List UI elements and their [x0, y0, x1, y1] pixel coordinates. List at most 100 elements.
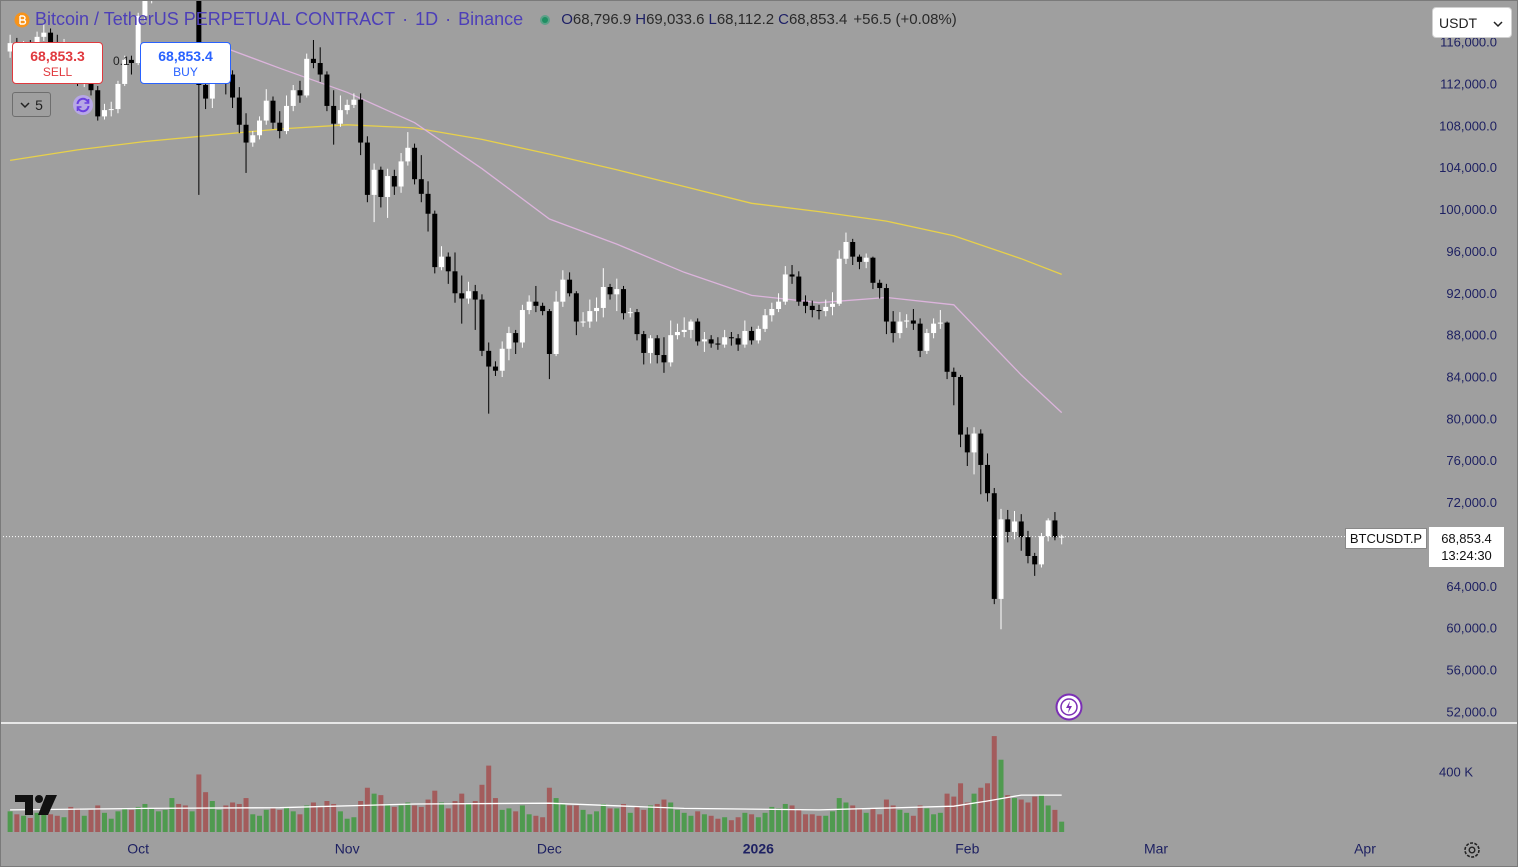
candle-body — [1025, 537, 1031, 557]
volume-bar — [1032, 796, 1038, 832]
candle-body — [465, 291, 471, 299]
candle-body — [108, 109, 114, 111]
candle-body — [398, 161, 404, 187]
candle-body — [1011, 521, 1017, 532]
candle-body — [1038, 536, 1044, 565]
volume-bar — [863, 812, 869, 832]
volume-bar — [829, 811, 835, 832]
buy-button[interactable]: 68,853.4 BUY — [140, 42, 231, 84]
volume-bar — [823, 815, 829, 832]
candle-body — [283, 105, 289, 132]
volume-bar — [48, 814, 54, 832]
volume-bar — [708, 815, 714, 832]
candle-body — [506, 333, 512, 349]
volume-bar — [621, 803, 627, 832]
candle-body — [486, 350, 492, 367]
countdown: 13:24:30 — [1441, 548, 1492, 563]
volume-bar — [1052, 809, 1058, 832]
y-tick-label: 64,000.0 — [1446, 579, 1497, 594]
refresh-button[interactable] — [72, 94, 94, 116]
candle-body — [904, 320, 910, 322]
candle-body — [722, 337, 728, 345]
volume-bar — [978, 787, 984, 832]
candle-body — [499, 348, 505, 371]
volume-bar — [742, 812, 748, 832]
sell-label: SELL — [42, 64, 73, 79]
volume-bar — [883, 799, 889, 832]
symbol-title: Bitcoin / TetherUS PERPETUAL CONTRACT — [35, 9, 396, 29]
candle-body — [998, 519, 1004, 599]
chevron — [1493, 21, 1503, 28]
candle-body — [816, 310, 822, 312]
candle-body — [1018, 521, 1024, 538]
volume-bar — [749, 814, 755, 832]
candle-body — [944, 322, 950, 372]
quantity: 0.1 — [113, 54, 130, 68]
y-tick-label: 56,000.0 — [1446, 663, 1497, 678]
sell-button[interactable]: 68,853.3 SELL — [12, 42, 103, 84]
volume-bar — [101, 812, 107, 832]
volume-bar — [681, 812, 687, 832]
candle-body — [890, 321, 896, 334]
volume-bar — [789, 805, 795, 832]
candle-body — [391, 176, 397, 187]
y-tick-label: 92,000.0 — [1446, 286, 1497, 301]
volume-bar — [21, 815, 27, 832]
volume-bar — [68, 806, 74, 832]
candle-body — [910, 320, 916, 324]
volume-bar — [951, 796, 957, 832]
volume-bar — [782, 803, 788, 832]
alert-button[interactable] — [1055, 693, 1083, 721]
sell-price: 68,853.3 — [30, 47, 85, 64]
candle-body — [715, 343, 721, 345]
candle-body — [1005, 519, 1011, 532]
candle-body — [594, 307, 600, 312]
candle-body — [742, 330, 748, 345]
volume-bar — [189, 811, 195, 832]
buy-label: BUY — [173, 64, 198, 79]
candle-body — [634, 312, 640, 335]
candle-body — [641, 334, 647, 353]
volume-bar — [998, 759, 1004, 832]
chevron — [20, 101, 30, 108]
candle-body — [1032, 556, 1038, 565]
candle-body — [762, 315, 768, 329]
ohlc-value: 68,112.2 — [716, 11, 775, 28]
volume-bar — [647, 805, 653, 832]
volume-bar — [991, 736, 997, 832]
settings-button[interactable] — [1462, 840, 1482, 860]
volume-bar — [634, 806, 640, 832]
y-tick-label: 96,000.0 — [1446, 244, 1497, 259]
volume-bar — [499, 809, 505, 832]
volume-bar — [270, 808, 276, 832]
candle-body — [371, 169, 377, 195]
candle-body — [870, 257, 876, 283]
candle-body — [971, 433, 977, 453]
x-tick-label: 2026 — [743, 841, 774, 857]
tradingview-logo — [15, 795, 57, 815]
volume-bar — [324, 801, 330, 832]
candle-body — [769, 308, 775, 316]
volume-bar — [257, 815, 263, 832]
volume-bar — [14, 814, 20, 832]
volume-bar — [1059, 821, 1065, 832]
currency-dropdown[interactable]: USDT — [1432, 7, 1512, 38]
change: +56.5 (+0.08%) — [853, 11, 957, 28]
y-tick-label: 108,000.0 — [1439, 118, 1497, 133]
candle-body — [142, 0, 148, 16]
volume-bar — [816, 815, 822, 832]
volume-bar — [297, 814, 303, 832]
volume-bar — [108, 818, 114, 832]
bars-dropdown[interactable]: 5 — [12, 92, 51, 117]
candle-body — [122, 59, 128, 84]
candle-body — [277, 122, 283, 132]
candle-body — [425, 193, 431, 214]
y-tick-label: 112,000.0 — [1440, 76, 1497, 91]
candle-body — [573, 293, 579, 322]
volume-bar — [715, 818, 721, 832]
x-tick-label: Dec — [537, 841, 562, 857]
volume-bar — [283, 806, 289, 832]
candle-body — [877, 282, 883, 289]
volume-bar — [917, 805, 923, 832]
x-tick-label: Mar — [1144, 841, 1168, 857]
